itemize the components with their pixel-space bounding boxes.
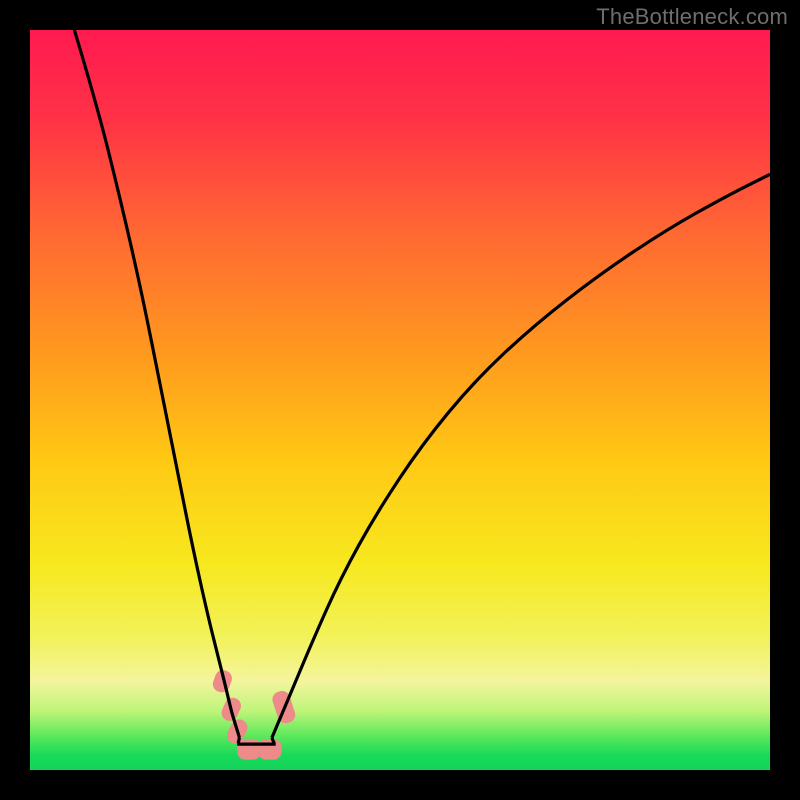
bottom-marker bbox=[237, 739, 261, 760]
watermark-label: TheBottleneck.com bbox=[596, 4, 788, 30]
curve-left-branch bbox=[74, 30, 239, 737]
curve-right-branch bbox=[272, 174, 770, 737]
bottom-marker bbox=[258, 739, 282, 760]
plot-area bbox=[30, 30, 770, 770]
curve-layer bbox=[30, 30, 770, 770]
chart-container: TheBottleneck.com bbox=[0, 0, 800, 800]
